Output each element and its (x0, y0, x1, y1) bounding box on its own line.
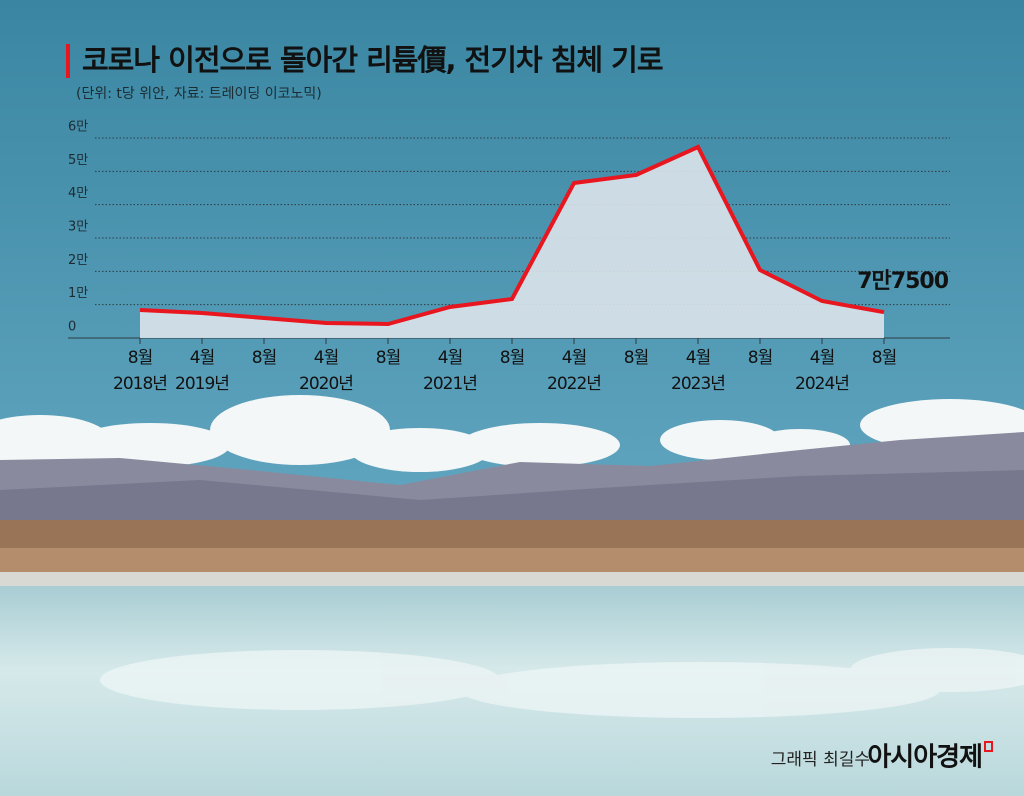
x-tick-label: 4월 (686, 348, 710, 368)
logo-mark (984, 741, 993, 752)
chart-title: 코로나 이전으로 돌아간 리튬價, 전기차 침체 기로 (82, 43, 663, 77)
x-tick-label: 4월 (438, 348, 462, 368)
year-label: 2023년 (671, 374, 725, 394)
value-label: 7만7500 (857, 269, 948, 294)
title-accent (66, 44, 70, 78)
y-tick-label: 3만 (68, 220, 88, 235)
y-tick-label: 1만 (68, 286, 88, 301)
x-tick-label: 8월 (128, 348, 152, 368)
x-tick-label: 4월 (190, 348, 214, 368)
area-fill (140, 147, 884, 338)
x-tick-label: 8월 (376, 348, 400, 368)
x-tick-label: 4월 (562, 348, 586, 368)
line (139, 144, 885, 327)
x-tick-label: 4월 (810, 348, 834, 368)
year-label: 2022년 (547, 374, 601, 394)
y-tick-label: 6만 (68, 120, 88, 135)
chart-subtitle: (단위: t당 위안, 자료: 트레이딩 이코노믹) (76, 86, 322, 102)
x-tick-label: 8월 (748, 348, 772, 368)
x-tick-label: 8월 (872, 348, 896, 368)
year-label: 2018년 (113, 374, 167, 394)
y-tick-label: 2만 (68, 253, 88, 268)
year-label: 2019년 (175, 374, 229, 394)
year-label: 2024년 (795, 374, 849, 394)
x-tick-label: 4월 (314, 348, 338, 368)
credit: 그래픽 최길수 (771, 750, 870, 770)
year-label: 2021년 (423, 374, 477, 394)
publisher: 아시아경제 (867, 743, 982, 773)
x-tick-label: 8월 (500, 348, 524, 368)
y-tick-label: 5만 (68, 153, 88, 168)
year-label: 2020년 (299, 374, 353, 394)
y-tick-label: 0 (68, 320, 76, 335)
x-tick-label: 8월 (624, 348, 648, 368)
x-tick-label: 8월 (252, 348, 276, 368)
y-tick-label: 4만 (68, 186, 88, 201)
